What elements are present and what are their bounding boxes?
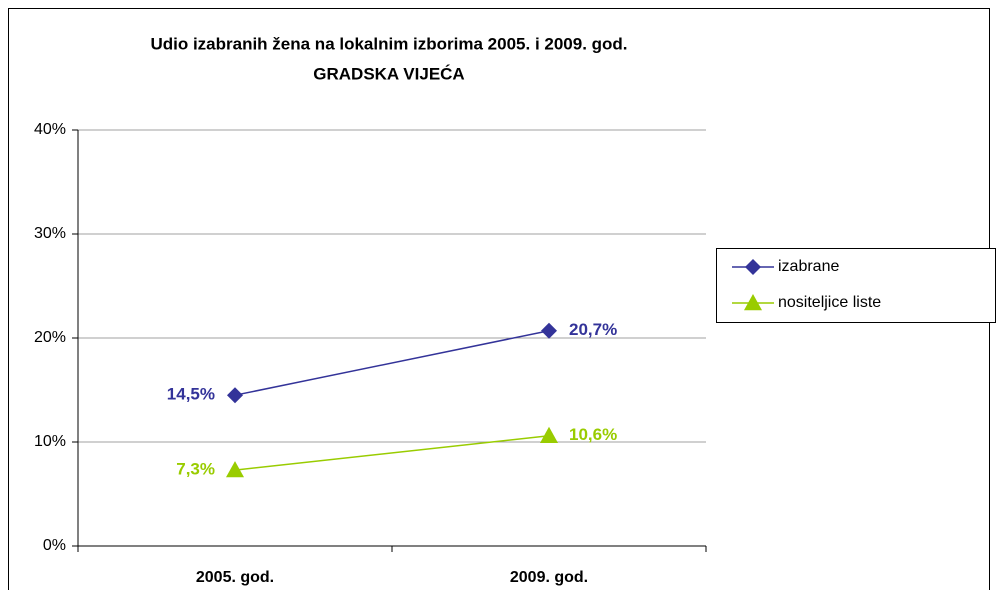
series-line — [234, 329, 550, 396]
legend-marker — [745, 259, 761, 275]
data-point — [540, 426, 558, 443]
x-tick-label: 2005. god. — [196, 569, 274, 586]
y-tick-label: 40% — [34, 121, 66, 138]
y-tick-label: 0% — [43, 537, 66, 554]
data-label: 7,3% — [176, 460, 215, 479]
data-label: 20,7% — [569, 320, 617, 339]
y-tick-label: 30% — [34, 225, 66, 242]
legend-box — [716, 248, 996, 323]
series-line — [234, 435, 550, 471]
data-point — [226, 461, 244, 478]
data-label: 14,5% — [167, 385, 215, 404]
data-point — [541, 322, 557, 339]
x-tick-label: 2009. god. — [510, 569, 588, 586]
chart-subtitle: GRADSKA VIJEĆA — [313, 64, 464, 83]
legend-marker — [744, 294, 762, 311]
legend-label: nositeljice liste — [778, 294, 881, 311]
data-label: 10,6% — [569, 425, 617, 444]
chart-title: Udio izabranih žena na lokalnim izborima… — [150, 34, 627, 53]
y-tick-label: 10% — [34, 433, 66, 450]
y-tick-label: 20% — [34, 329, 66, 346]
data-point — [227, 387, 243, 404]
legend-label: izabrane — [778, 258, 839, 275]
